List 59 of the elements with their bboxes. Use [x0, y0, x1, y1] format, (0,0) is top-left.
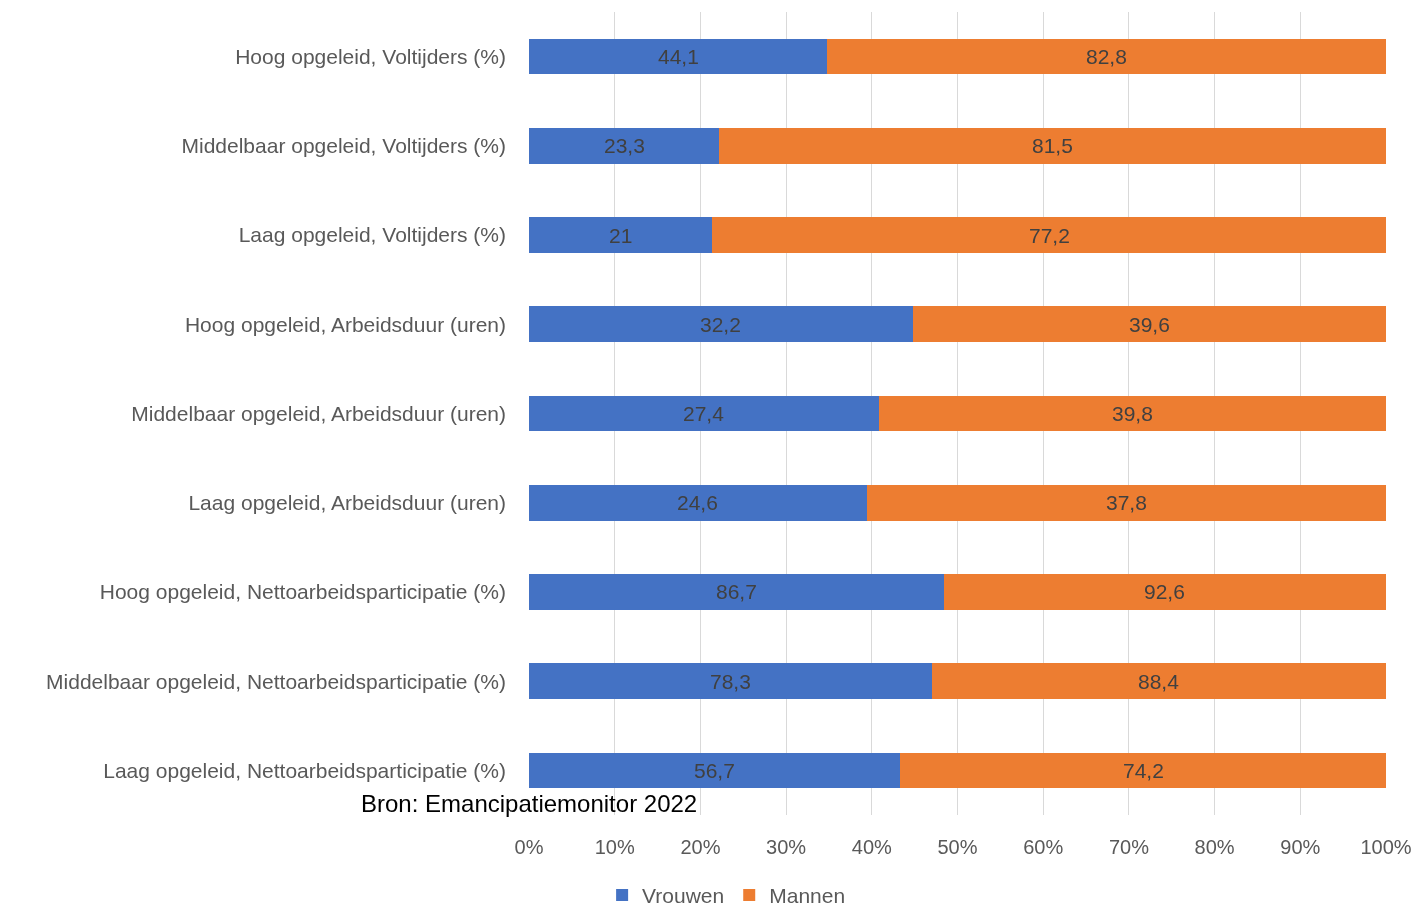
- y-tick-label: Laag opgeleid, Voltijders (%): [238, 223, 506, 247]
- x-tick-label: 30%: [766, 836, 807, 858]
- bar: [719, 127, 1386, 164]
- bar: [529, 217, 713, 253]
- annotation: 21: [609, 224, 633, 247]
- bar: [900, 752, 1386, 789]
- annotation: 77,2: [1029, 224, 1070, 247]
- annotation: 39,8: [1112, 402, 1153, 425]
- annotation: 82,8: [1086, 45, 1127, 68]
- bar: [529, 752, 901, 789]
- bar: [931, 663, 1386, 700]
- y-tick-label: Laag opgeleid, Arbeidsduur (uren): [188, 491, 506, 515]
- bar: [943, 574, 1386, 610]
- annotation: 86,7: [716, 580, 757, 603]
- bar: [529, 484, 867, 521]
- annotation: 88,4: [1138, 670, 1180, 693]
- x-tick-label: 90%: [1280, 836, 1321, 858]
- annotation: 27,4: [683, 402, 725, 425]
- annotation: 78,3: [710, 670, 751, 693]
- bar: [912, 306, 1386, 343]
- bar: [529, 663, 932, 700]
- annotation: 39,6: [1129, 313, 1170, 336]
- x-tick-label: 0%: [514, 836, 544, 858]
- legend-label: Mannen: [769, 884, 846, 907]
- annotation: 74,2: [1123, 759, 1164, 782]
- x-tick-label: 20%: [680, 836, 721, 858]
- x-tick-label: 60%: [1023, 836, 1064, 858]
- x-tick-label: 80%: [1194, 836, 1235, 858]
- y-tick-label: Hoog opgeleid, Nettoarbeidsparticipatie (%): [99, 580, 506, 604]
- bar: [529, 38, 828, 75]
- y-tick-label: Middelbaar opgeleid, Nettoarbeidsparticipatie (%): [46, 669, 506, 693]
- annotation: Bron: Emancipatiemonitor 2022: [361, 790, 698, 817]
- annotation: 32,2: [700, 313, 741, 336]
- y-tick-label: Middelbaar opgeleid, Voltijders (%): [181, 134, 506, 158]
- y-tick-label: Middelbaar opgeleid, Arbeidsduur (uren): [131, 401, 506, 425]
- annotation: 81,5: [1032, 134, 1073, 157]
- annotation: 24,6: [677, 491, 718, 514]
- x-tick-label: 70%: [1108, 836, 1150, 858]
- bar: [529, 395, 879, 432]
- x-tick-label: 40%: [851, 836, 893, 858]
- annotation: 56,7: [694, 759, 735, 782]
- bar: [866, 484, 1386, 521]
- bar: [827, 38, 1386, 75]
- annotation: 92,6: [1144, 580, 1185, 603]
- bar: [878, 395, 1386, 432]
- bar: [529, 127, 720, 164]
- y-tick-label: Laag opgeleid, Nettoarbeidsparticipatie (%): [103, 758, 506, 782]
- y-tick-label: Hoog opgeleid, Arbeidsduur (uren): [184, 312, 506, 336]
- bar: [529, 306, 913, 343]
- annotation: 23,3: [604, 134, 645, 157]
- bar: [529, 574, 944, 610]
- legend-label: Vrouwen: [642, 884, 725, 907]
- x-tick-label: 100%: [1360, 836, 1412, 858]
- annotation: 37,8: [1106, 491, 1147, 514]
- annotation: 44,1: [658, 45, 699, 68]
- x-tick-label: 10%: [594, 836, 635, 858]
- bar: [712, 217, 1386, 253]
- y-tick-label: Hoog opgeleid, Voltijders (%): [235, 44, 506, 68]
- x-tick-label: 50%: [937, 836, 978, 858]
